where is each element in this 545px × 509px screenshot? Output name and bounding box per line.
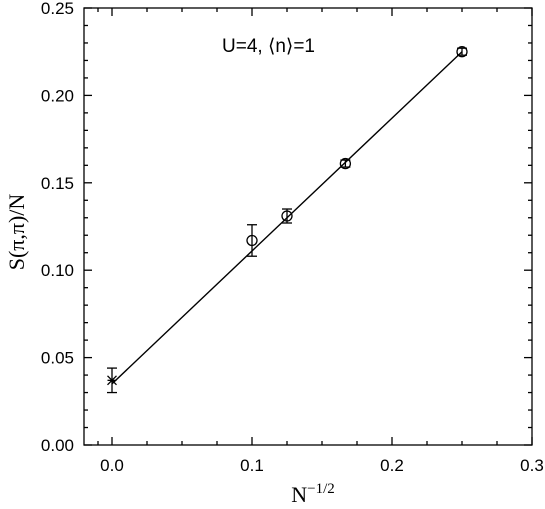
- x-axis-title-base: N: [291, 482, 307, 507]
- y-tick-label: 0.20: [41, 86, 74, 105]
- circle-marker: [456, 46, 468, 58]
- y-tick-label: 0.10: [41, 261, 74, 280]
- y-tick-label: 0.25: [41, 0, 74, 18]
- tick-labels: 0.0 0.1 0.2 0.3 0.00 0.05 0.10 0.15 0.20 0.25: [41, 0, 544, 475]
- circle-marker: [246, 234, 258, 247]
- circle-marker: [339, 157, 352, 170]
- annotation-label: U=4, ⟨n⟩=1: [222, 36, 315, 57]
- plot-frame-group: [83, 7, 533, 446]
- plot-frame: [83, 7, 533, 446]
- data-point: [281, 208, 293, 224]
- x-tick-label: 0.0: [100, 456, 124, 475]
- x-tick-label: 0.3: [520, 456, 544, 475]
- axis-ticks: [84, 7, 533, 446]
- circle-marker: [281, 210, 293, 222]
- y-tick-label: 0.05: [41, 349, 74, 368]
- data-point: [107, 367, 117, 394]
- y-tick-label: 0.15: [41, 174, 74, 193]
- data-point: [246, 224, 258, 257]
- y-tick-label: 0.00: [41, 436, 74, 455]
- data-points: [107, 46, 468, 394]
- data-point: [339, 157, 352, 170]
- x-tick-label: 0.2: [380, 456, 404, 475]
- data-point: [456, 46, 468, 58]
- y-axis-title: S(π,π)/N: [4, 194, 29, 271]
- x-axis-title: N−1/2: [291, 481, 335, 507]
- x-tick-label: 0.1: [240, 456, 264, 475]
- x-axis-title-exponent: −1/2: [307, 481, 335, 497]
